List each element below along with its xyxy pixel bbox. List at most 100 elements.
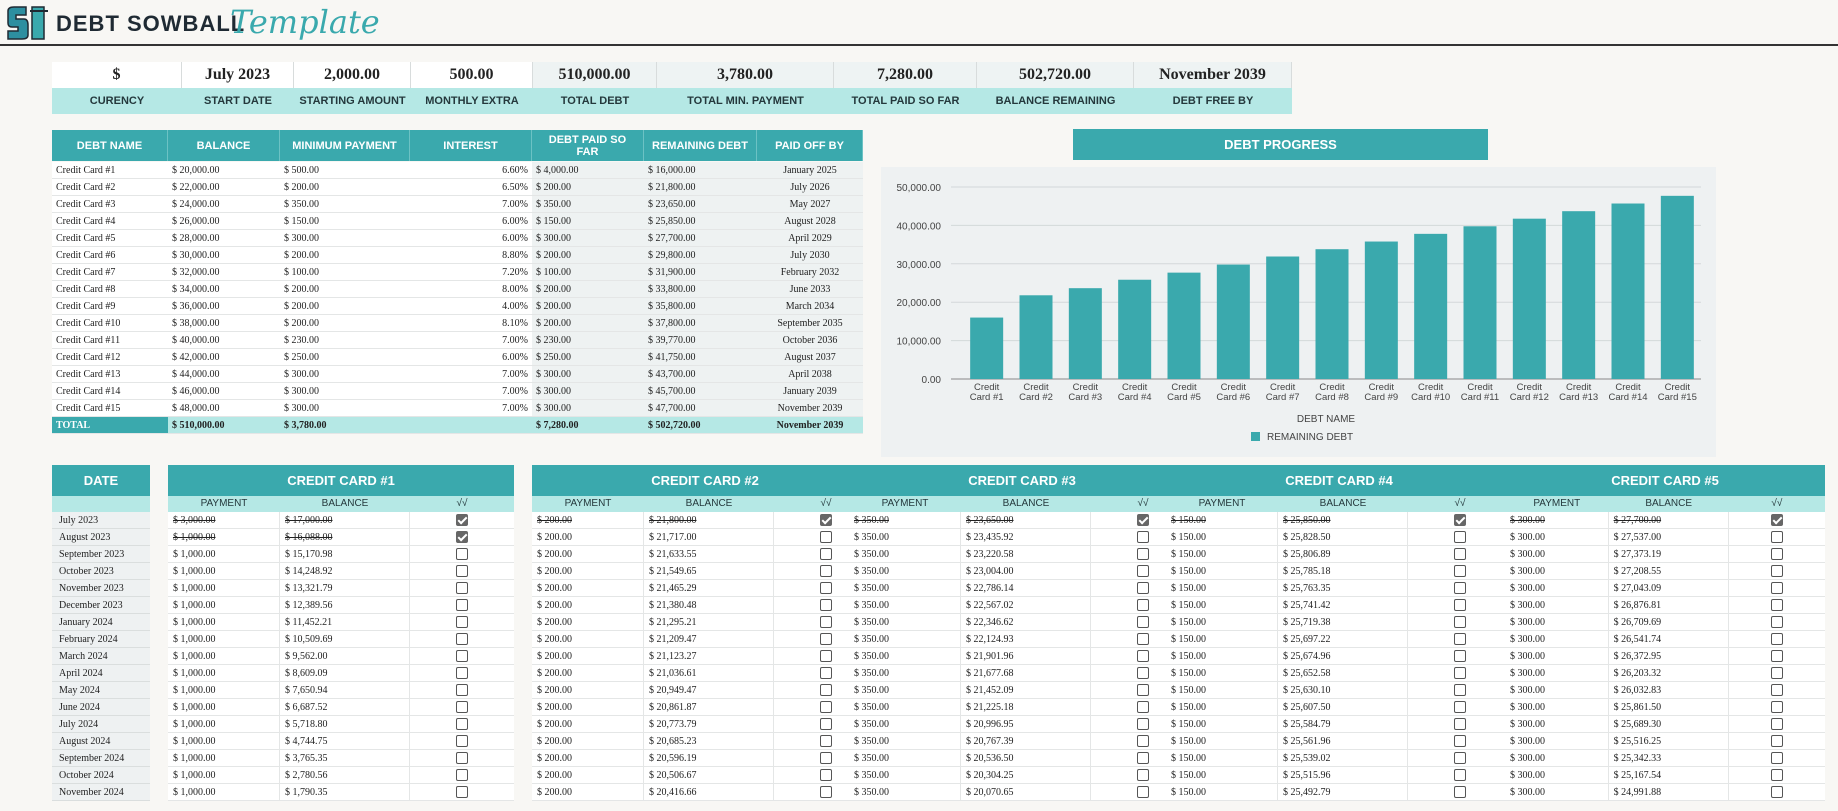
payment-row: $ 1,000.00 $ 4,744.75: [168, 733, 514, 750]
paid-checkbox[interactable]: [1454, 598, 1466, 611]
paid-checkbox[interactable]: [1770, 632, 1783, 645]
paid-checkbox[interactable]: [1454, 785, 1466, 798]
paid-checkbox[interactable]: [456, 717, 468, 730]
paid-checkbox[interactable]: [1137, 564, 1149, 577]
paid-checkbox[interactable]: [820, 666, 832, 679]
paid-checkbox[interactable]: [820, 734, 832, 747]
paid-checkbox[interactable]: [1137, 666, 1149, 679]
paid-checkbox[interactable]: [1770, 717, 1783, 730]
paid-checkbox[interactable]: [1454, 700, 1466, 713]
paid-checkbox[interactable]: [1454, 564, 1466, 577]
paid-checkbox[interactable]: [1454, 734, 1466, 747]
paid-checkbox[interactable]: [1770, 581, 1783, 594]
summary-value: 500.00: [411, 62, 533, 88]
paid-checkbox[interactable]: [1454, 768, 1466, 781]
paid-checkbox[interactable]: [1137, 734, 1149, 747]
paid-checkbox[interactable]: [1770, 530, 1783, 543]
paid-checkbox[interactable]: [1770, 513, 1783, 526]
paid-checkbox[interactable]: [1137, 768, 1149, 781]
paid-checkbox[interactable]: [456, 700, 468, 713]
paid-checkbox[interactable]: [1454, 513, 1466, 526]
payment-cell: $ 350.00: [849, 614, 961, 630]
paid-checkbox[interactable]: [820, 632, 832, 645]
payment-cell: $ 1,000.00: [168, 529, 280, 545]
paid-checkbox[interactable]: [820, 683, 832, 696]
paid-checkbox[interactable]: [1770, 666, 1783, 679]
paid-checkbox[interactable]: [1454, 683, 1466, 696]
paid-checkbox[interactable]: [1454, 530, 1466, 543]
paid-checkbox[interactable]: [1770, 683, 1783, 696]
paid-checkbox[interactable]: [1137, 598, 1149, 611]
paid-checkbox[interactable]: [1137, 751, 1149, 764]
chart-x-tick-label: Card #9: [1364, 392, 1398, 403]
debt-table-cell: Credit Card #8: [52, 281, 168, 298]
paid-checkbox[interactable]: [456, 615, 468, 628]
paid-checkbox[interactable]: [1137, 530, 1149, 543]
paid-checkbox[interactable]: [456, 564, 468, 577]
payment-cell: $ 150.00: [1166, 512, 1278, 528]
paid-checkbox[interactable]: [1770, 615, 1783, 628]
paid-checkbox[interactable]: [456, 768, 468, 781]
paid-checkbox[interactable]: [1454, 581, 1466, 594]
paid-checkbox[interactable]: [1770, 751, 1783, 764]
paid-checkbox[interactable]: [1770, 768, 1783, 781]
paid-checkbox[interactable]: [1770, 785, 1783, 798]
paid-checkbox-cell: [1408, 767, 1512, 783]
payment-row: $ 1,000.00 $ 8,609.09: [168, 665, 514, 682]
paid-checkbox[interactable]: [820, 598, 832, 611]
paid-checkbox[interactable]: [820, 785, 832, 798]
paid-checkbox[interactable]: [456, 666, 468, 679]
payment-row: $ 1,000.00 $ 9,562.00: [168, 648, 514, 665]
paid-checkbox[interactable]: [820, 751, 832, 764]
paid-checkbox[interactable]: [1454, 615, 1466, 628]
paid-checkbox[interactable]: [456, 513, 468, 526]
paid-checkbox[interactable]: [456, 581, 468, 594]
paid-checkbox[interactable]: [456, 598, 468, 611]
paid-checkbox-cell: [774, 563, 878, 579]
paid-checkbox[interactable]: [820, 768, 832, 781]
paid-checkbox[interactable]: [1137, 513, 1149, 526]
paid-checkbox[interactable]: [820, 547, 832, 560]
paid-checkbox[interactable]: [456, 751, 468, 764]
paid-checkbox[interactable]: [1770, 734, 1783, 747]
paid-checkbox[interactable]: [1137, 649, 1149, 662]
paid-checkbox[interactable]: [456, 530, 468, 543]
paid-checkbox[interactable]: [1137, 615, 1149, 628]
paid-checkbox[interactable]: [456, 547, 468, 560]
paid-checkbox[interactable]: [1137, 717, 1149, 730]
paid-checkbox[interactable]: [1137, 700, 1149, 713]
paid-checkbox[interactable]: [1454, 666, 1466, 679]
paid-checkbox[interactable]: [456, 734, 468, 747]
paid-checkbox[interactable]: [820, 615, 832, 628]
paid-checkbox[interactable]: [1454, 547, 1466, 560]
paid-checkbox[interactable]: [456, 649, 468, 662]
paid-checkbox[interactable]: [820, 513, 832, 526]
paid-checkbox[interactable]: [820, 717, 832, 730]
paid-checkbox[interactable]: [1454, 649, 1466, 662]
paid-checkbox[interactable]: [456, 632, 468, 645]
paid-checkbox[interactable]: [1137, 632, 1149, 645]
debt-table-cell: $ 230.00: [280, 332, 410, 349]
payment-row: $ 150.00 $ 25,741.42: [1166, 597, 1512, 614]
credit-card-subheader-label: √√: [1771, 498, 1783, 509]
paid-checkbox[interactable]: [1454, 717, 1466, 730]
balance-cell: $ 23,004.00: [961, 563, 1091, 579]
paid-checkbox[interactable]: [456, 785, 468, 798]
paid-checkbox[interactable]: [1770, 547, 1783, 560]
paid-checkbox[interactable]: [820, 700, 832, 713]
paid-checkbox[interactable]: [820, 530, 832, 543]
paid-checkbox[interactable]: [1137, 581, 1149, 594]
paid-checkbox[interactable]: [1454, 632, 1466, 645]
paid-checkbox[interactable]: [1137, 785, 1149, 798]
paid-checkbox[interactable]: [1770, 700, 1783, 713]
paid-checkbox[interactable]: [1770, 649, 1783, 662]
paid-checkbox[interactable]: [1770, 598, 1783, 611]
paid-checkbox[interactable]: [820, 581, 832, 594]
paid-checkbox[interactable]: [456, 683, 468, 696]
paid-checkbox[interactable]: [1137, 547, 1149, 560]
paid-checkbox[interactable]: [1770, 564, 1783, 577]
paid-checkbox[interactable]: [1137, 683, 1149, 696]
paid-checkbox[interactable]: [820, 564, 832, 577]
paid-checkbox[interactable]: [820, 649, 832, 662]
paid-checkbox[interactable]: [1454, 751, 1466, 764]
